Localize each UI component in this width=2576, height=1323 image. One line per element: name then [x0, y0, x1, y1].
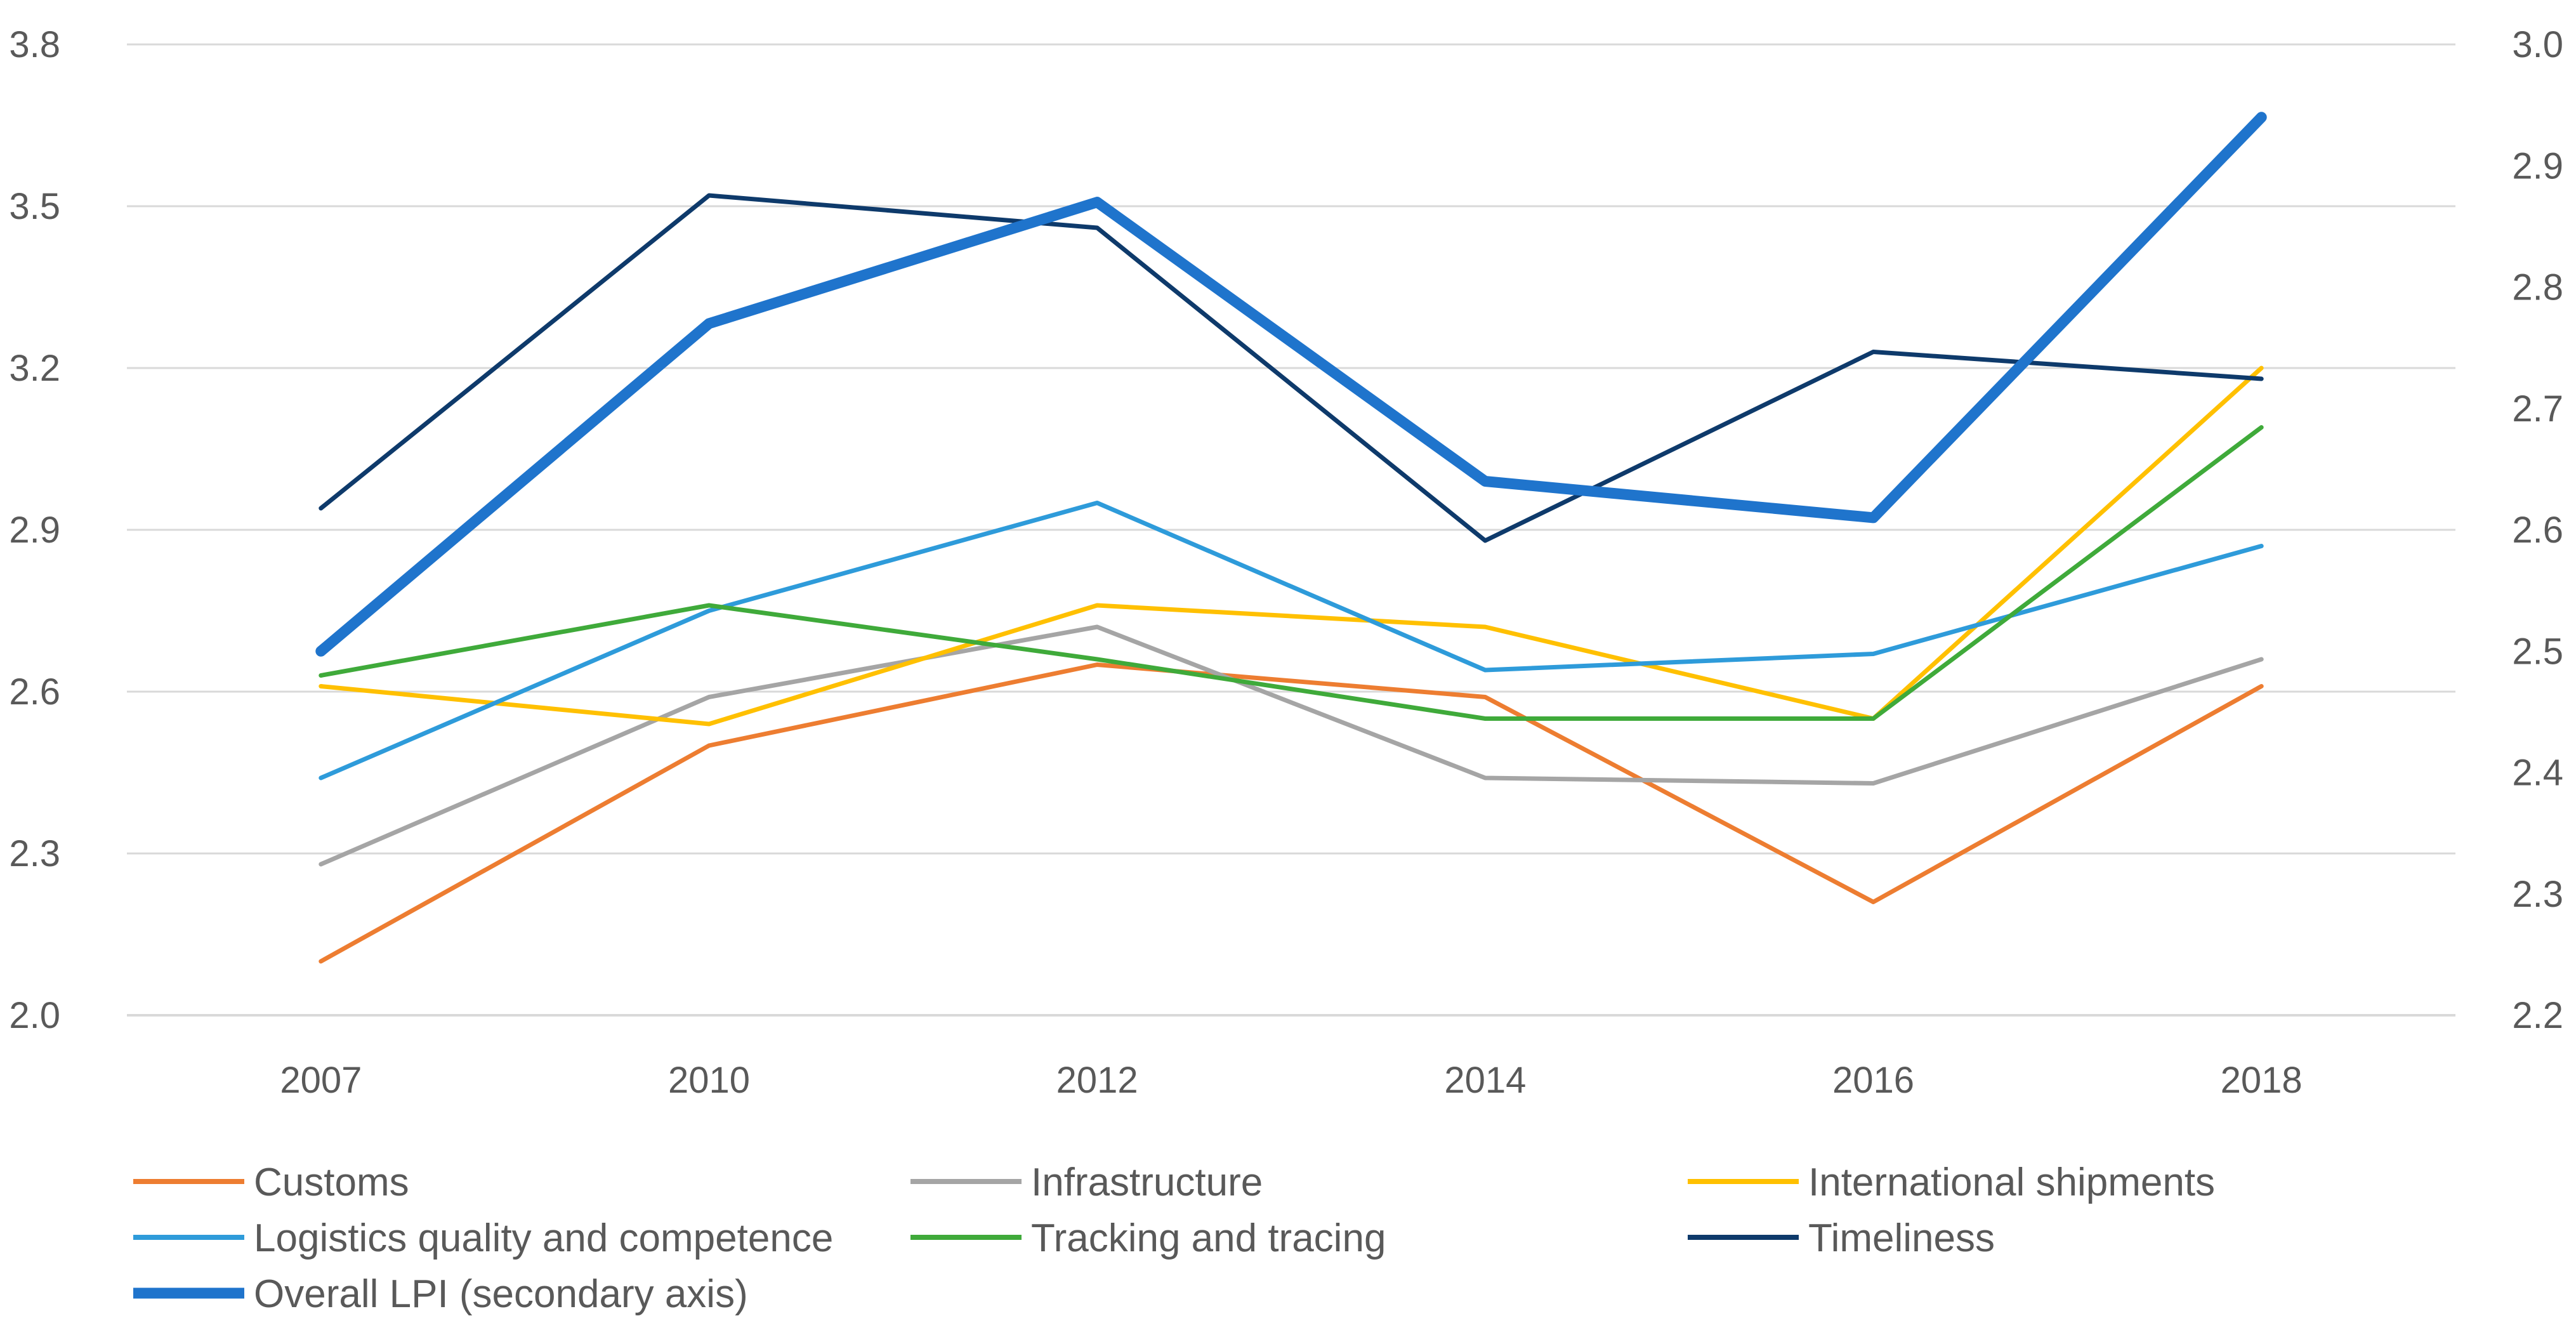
series-line-customs — [319, 662, 2264, 964]
gridlines — [127, 43, 2455, 855]
series-line-timeliness — [319, 193, 2264, 543]
x-tick-label: 2010 — [668, 1060, 750, 1101]
y-tick-label: 2.9 — [9, 510, 60, 551]
y-tick-label: 2.3 — [9, 833, 60, 874]
y-tick-label: 2.0 — [9, 995, 60, 1036]
legend-label: Tracking and tracing — [1031, 1216, 1386, 1260]
y2-tick-label: 2.8 — [2512, 267, 2563, 308]
y-tick-label: 3.2 — [9, 348, 60, 389]
legend-label: Infrastructure — [1031, 1161, 1263, 1204]
legend-label: Timeliness — [1808, 1216, 1995, 1260]
y2-tick-label: 3.0 — [2512, 24, 2563, 65]
legend: Customs Infrastructure International shipm… — [133, 1161, 2215, 1316]
y2-tick-label: 2.7 — [2512, 388, 2563, 430]
x-tick-label: 2018 — [2221, 1060, 2303, 1101]
x-tick-label: 2016 — [1832, 1060, 1914, 1101]
series-lines — [315, 112, 2267, 964]
y-tick-label: 3.8 — [9, 24, 60, 65]
series-line-overall-lpi-secondary-axis — [315, 112, 2267, 657]
x-tick-label: 2007 — [280, 1060, 362, 1101]
series-line-tracking-and-tracing — [319, 425, 2264, 721]
y-tick-label: 3.5 — [9, 186, 60, 227]
x-tick-label: 2014 — [1444, 1060, 1526, 1101]
legend-label: Overall LPI (secondary axis) — [254, 1272, 748, 1316]
legend-label: Logistics quality and competence — [254, 1216, 833, 1260]
y2-tick-label: 2.6 — [2512, 510, 2563, 551]
y-tick-label: 2.6 — [9, 671, 60, 713]
legend-label: Customs — [254, 1161, 409, 1204]
y2-tick-label: 2.4 — [2512, 753, 2563, 794]
series-line-infrastructure — [319, 624, 2264, 867]
axes: 2.0 2.3 2.6 2.9 3.2 3.5 3.8 2.2 2.3 2.4 2.5 2.6 2.7 2… — [9, 24, 2563, 1101]
y2-tick-label: 2.2 — [2512, 995, 2563, 1036]
x-tick-label: 2012 — [1056, 1060, 1138, 1101]
y2-tick-label: 2.9 — [2512, 145, 2563, 187]
series-line-international-shipments — [319, 365, 2264, 727]
legend-label: International shipments — [1808, 1161, 2215, 1204]
y2-tick-label: 2.3 — [2512, 874, 2563, 915]
y2-tick-label: 2.5 — [2512, 631, 2563, 672]
series-line-logistics-quality-and-competence — [319, 501, 2264, 780]
